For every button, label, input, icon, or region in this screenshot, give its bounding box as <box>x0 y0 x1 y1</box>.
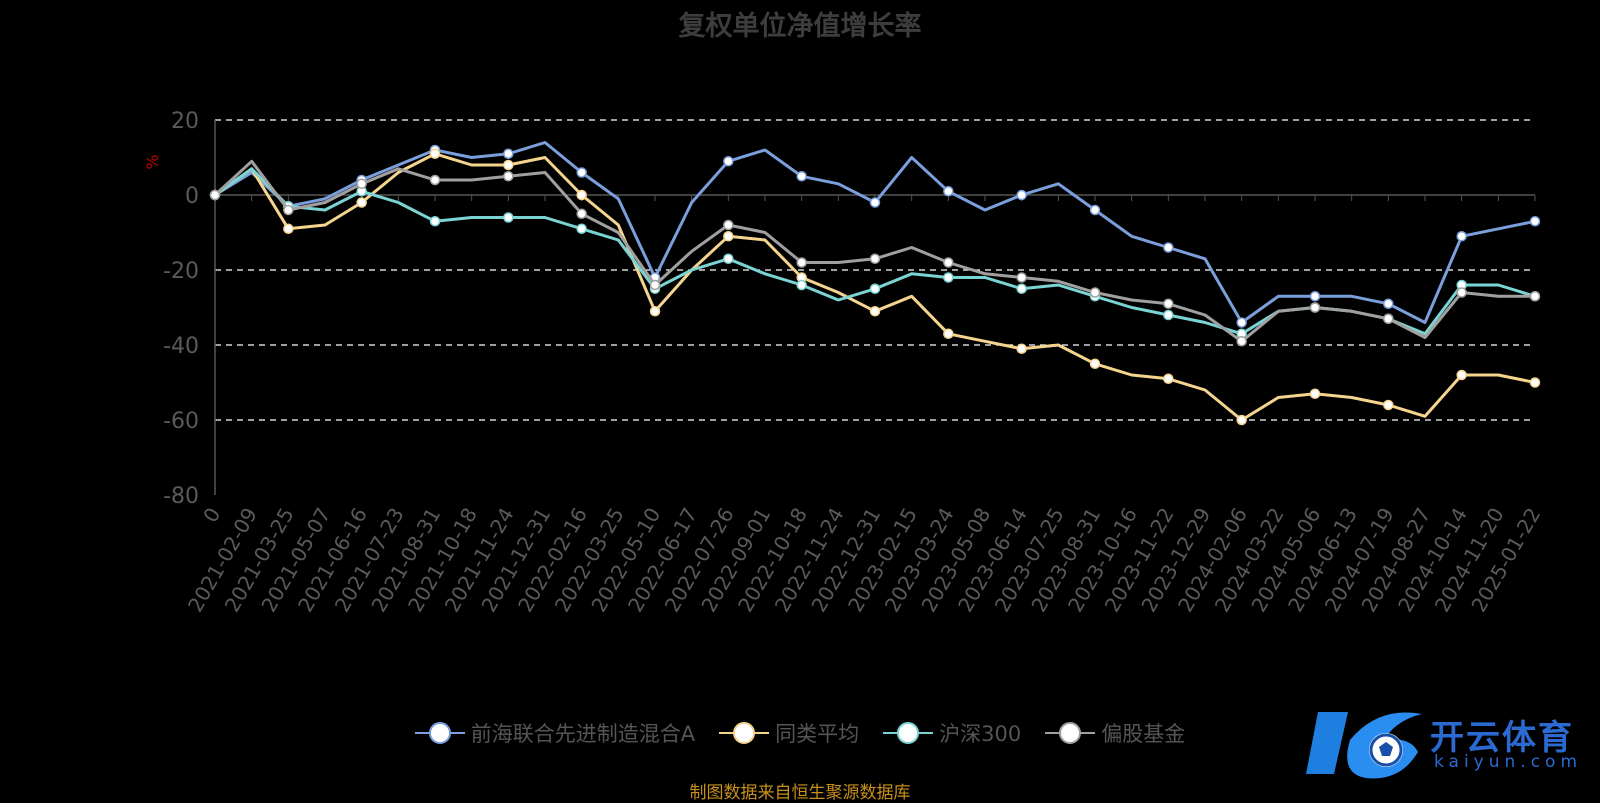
series-line <box>214 141 1536 324</box>
data-point <box>1016 189 1027 201</box>
data-point <box>649 279 661 291</box>
data-point <box>356 178 367 189</box>
legend-swatch-icon <box>719 721 770 745</box>
data-point <box>1383 399 1394 411</box>
brand-domain: kaiyun.com <box>1434 752 1583 772</box>
data-point <box>503 212 514 223</box>
data-point <box>1309 291 1321 302</box>
legend: 前海联合先进制造混合A 同类平均 沪深300 偏股基金 <box>0 718 1600 748</box>
data-point <box>1236 336 1247 347</box>
y-axis-label: % <box>143 154 162 169</box>
data-point <box>943 328 954 339</box>
y-tick-label: -80 <box>163 484 199 509</box>
data-point <box>429 174 441 186</box>
data-point <box>943 257 954 268</box>
brand-name: 开云体育 <box>1430 718 1574 758</box>
legend-item-csi300[interactable]: 沪深300 <box>883 718 1021 748</box>
data-point <box>1089 287 1101 298</box>
data-point <box>723 253 734 264</box>
data-point <box>1016 272 1027 283</box>
data-point <box>1529 377 1541 388</box>
legend-label: 前海联合先进制造混合A <box>470 722 696 746</box>
legend-item-peer-average[interactable]: 同类平均 <box>719 718 859 748</box>
data-point <box>1163 242 1174 253</box>
legend-swatch-icon <box>883 721 934 745</box>
data-point <box>503 148 514 159</box>
data-point <box>1163 298 1174 309</box>
legend-label: 偏股基金 <box>1101 722 1186 746</box>
data-point <box>283 204 294 216</box>
data-point <box>869 283 881 294</box>
y-tick-label: 0 <box>185 184 199 209</box>
line-chart: 200-20-40-60-80%02021-02-092021-03-25202… <box>143 109 1545 616</box>
data-point <box>1309 302 1321 313</box>
data-point <box>503 171 514 182</box>
data-point <box>576 223 587 234</box>
data-point <box>723 156 734 167</box>
data-point <box>429 148 441 159</box>
legend-label: 沪深300 <box>939 722 1022 746</box>
data-point <box>869 253 881 264</box>
data-point <box>356 197 367 208</box>
data-point <box>576 189 587 201</box>
chart-title: 复权单位净值增长率 <box>678 11 922 42</box>
y-tick-label: -20 <box>163 259 199 284</box>
data-point <box>869 197 881 208</box>
data-point <box>1163 373 1174 384</box>
data-point <box>1016 343 1027 354</box>
data-point <box>1236 414 1247 426</box>
data-source-note: 制图数据来自恒生聚源数据库 <box>689 783 911 803</box>
brand-logo-icon <box>1306 712 1422 779</box>
data-point <box>209 189 221 201</box>
y-tick-label: 20 <box>171 109 199 134</box>
data-point <box>723 231 734 242</box>
data-point <box>869 306 881 317</box>
data-point <box>796 257 807 268</box>
legend-swatch-icon <box>414 721 465 745</box>
legend-item-fund[interactable]: 前海联合先进制造混合A <box>414 718 696 748</box>
data-point <box>943 186 954 197</box>
data-point <box>1529 291 1541 302</box>
data-point <box>796 171 807 182</box>
data-point <box>503 159 514 171</box>
y-tick-label: -40 <box>163 334 199 359</box>
data-point <box>1016 283 1027 294</box>
data-point <box>1529 216 1541 227</box>
data-point <box>1089 204 1101 216</box>
data-point <box>1383 313 1394 324</box>
data-point <box>1383 298 1394 309</box>
data-point <box>576 167 587 178</box>
x-tick-label: 0 <box>198 504 225 527</box>
data-point <box>1163 309 1174 321</box>
data-point <box>1456 369 1467 381</box>
data-point <box>576 208 587 219</box>
data-point <box>723 219 734 231</box>
data-point <box>283 223 294 234</box>
data-point <box>1089 358 1101 369</box>
legend-swatch-icon <box>1045 721 1096 745</box>
data-point <box>796 279 807 291</box>
data-point <box>429 216 441 227</box>
data-point <box>649 306 661 317</box>
data-point <box>1456 231 1467 242</box>
legend-label: 同类平均 <box>775 722 860 746</box>
data-point <box>1456 287 1467 298</box>
data-point <box>943 272 954 283</box>
y-tick-label: -60 <box>163 409 199 434</box>
legend-item-equity-funds[interactable]: 偏股基金 <box>1045 718 1185 748</box>
data-point <box>1236 317 1247 328</box>
data-point <box>1309 388 1321 399</box>
